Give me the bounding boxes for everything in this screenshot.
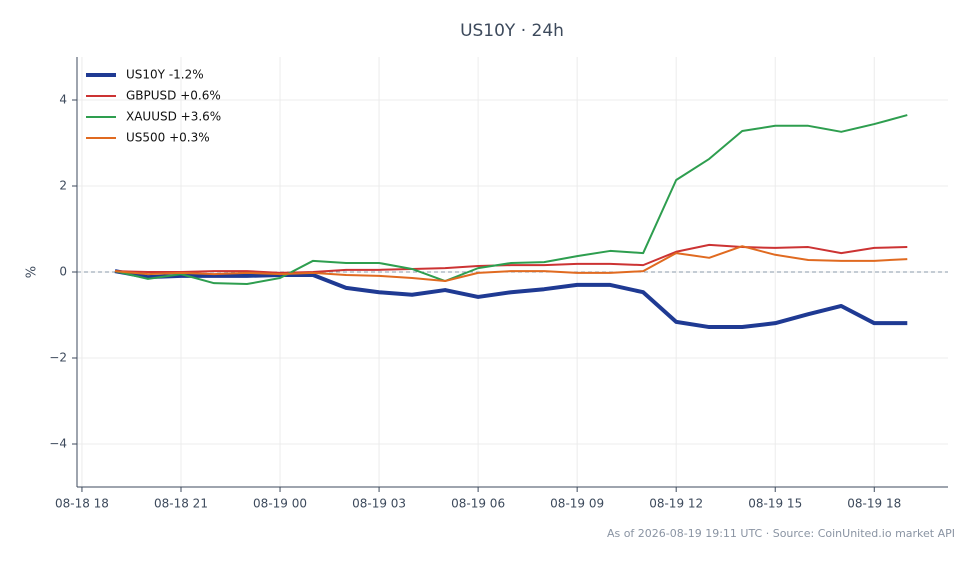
y-tick-label: −2 bbox=[49, 351, 67, 365]
x-tick-label: 08-19 06 bbox=[451, 497, 505, 511]
footer: As of 2026-08-19 19:11 UTC · Source: Coi… bbox=[607, 527, 955, 540]
legend-label: GBPUSD +0.6% bbox=[126, 89, 221, 103]
series-line bbox=[114, 114, 908, 286]
legend-label: US10Y -1.2% bbox=[126, 68, 204, 82]
x-tick-label: 08-19 12 bbox=[649, 497, 703, 511]
x-tick-label: 08-18 21 bbox=[154, 497, 208, 511]
x-tick-label: 08-19 15 bbox=[748, 497, 802, 511]
y-axis-label: % bbox=[25, 266, 40, 278]
x-tick-label: 08-19 00 bbox=[253, 497, 307, 511]
series-line bbox=[114, 269, 908, 330]
x-tick-label: 08-18 18 bbox=[55, 497, 109, 511]
y-tick-label: −4 bbox=[49, 437, 67, 451]
series-line bbox=[114, 243, 908, 274]
legend-label: US500 +0.3% bbox=[126, 131, 210, 145]
series-line bbox=[114, 245, 908, 283]
y-tick-label: 4 bbox=[59, 93, 67, 107]
chart-title: US10Y · 24h bbox=[460, 21, 564, 41]
x-tick-label: 08-19 18 bbox=[847, 497, 901, 511]
x-tick-label: 08-19 09 bbox=[550, 497, 604, 511]
x-tick-label: 08-19 03 bbox=[352, 497, 406, 511]
legend-label: XAUUSD +3.6% bbox=[126, 110, 221, 124]
y-tick-label: 2 bbox=[59, 179, 67, 193]
y-tick-label: 0 bbox=[59, 265, 67, 279]
